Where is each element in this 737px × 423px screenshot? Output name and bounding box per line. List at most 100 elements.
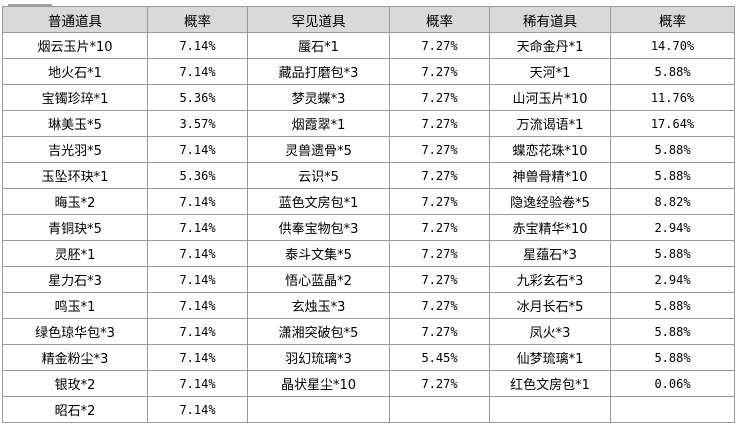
uncommon-item-cell: 潇湘突破包*5	[247, 318, 390, 345]
item-probability-table: 普通道具 概率 罕见道具 概率 稀有道具 概率 烟云玉片*10 7.14% 蜃石*1…	[2, 6, 735, 423]
table-row: 地火石*1 7.14% 藏品打磨包*3 7.27% 天河*1 5.88%	[2, 58, 735, 85]
rare-item-cell: 仙梦琉璃*1	[489, 344, 611, 371]
common-probability-cell: 7.14%	[147, 396, 248, 423]
table-row: 精金粉尘*3 7.14% 羽幻琉璃*3 5.45% 仙梦琉璃*1 5.88%	[2, 344, 735, 371]
uncommon-probability-cell: 7.27%	[389, 214, 490, 241]
common-probability-cell: 7.14%	[147, 318, 248, 345]
header-uncommon-items: 罕见道具	[247, 6, 390, 33]
common-item-cell: 吉光羽*5	[2, 136, 148, 163]
common-item-cell: 星力石*3	[2, 266, 148, 293]
rare-item-cell: 神兽骨精*10	[489, 162, 611, 189]
header-rare-items: 稀有道具	[489, 6, 611, 33]
uncommon-probability-cell: 7.27%	[389, 136, 490, 163]
table-row: 晦玉*2 7.14% 蓝色文房包*1 7.27% 隐逸经验卷*5 8.82%	[2, 188, 735, 215]
uncommon-probability-cell: 7.27%	[389, 110, 490, 137]
common-probability-cell: 7.14%	[147, 370, 248, 397]
common-probability-cell: 3.57%	[147, 110, 248, 137]
common-item-cell: 昭石*2	[2, 396, 148, 423]
common-probability-cell: 7.14%	[147, 292, 248, 319]
uncommon-item-cell: 玄烛玉*3	[247, 292, 390, 319]
table-row: 烟云玉片*10 7.14% 蜃石*1 7.27% 天命金丹*1 14.70%	[2, 32, 735, 59]
rare-probability-cell: 5.88%	[610, 136, 735, 163]
rare-probability-cell: 5.88%	[610, 318, 735, 345]
common-probability-cell: 7.14%	[147, 240, 248, 267]
uncommon-probability-cell: 7.27%	[389, 318, 490, 345]
common-item-cell: 琳美玉*5	[2, 110, 148, 137]
uncommon-probability-cell: 5.45%	[389, 344, 490, 371]
table-row: 玉坠环玦*1 5.36% 云识*5 7.27% 神兽骨精*10 5.88%	[2, 162, 735, 189]
uncommon-item-cell: 云识*5	[247, 162, 390, 189]
header-rare-probability: 概率	[610, 6, 735, 33]
rare-probability-cell: 5.88%	[610, 58, 735, 85]
uncommon-item-cell: 蜃石*1	[247, 32, 390, 59]
common-item-cell: 宝镯珍琗*1	[2, 84, 148, 111]
rare-item-cell: 万流谒语*1	[489, 110, 611, 137]
uncommon-item-cell: 烟霞翠*1	[247, 110, 390, 137]
header-common-items: 普通道具	[2, 6, 148, 33]
table-row: 昭石*2 7.14%	[2, 396, 735, 423]
rare-item-cell: 九彩玄石*3	[489, 266, 611, 293]
rare-probability-cell: 5.88%	[610, 240, 735, 267]
rare-item-cell: 冰月长石*5	[489, 292, 611, 319]
common-probability-cell: 7.14%	[147, 214, 248, 241]
common-probability-cell: 7.14%	[147, 344, 248, 371]
common-item-cell: 银玫*2	[2, 370, 148, 397]
rare-probability-cell: 5.88%	[610, 344, 735, 371]
uncommon-probability-cell: 7.27%	[389, 370, 490, 397]
rare-probability-cell: 11.76%	[610, 84, 735, 111]
uncommon-item-cell: 灵兽遗骨*5	[247, 136, 390, 163]
common-item-cell: 鸣玉*1	[2, 292, 148, 319]
header-common-probability: 概率	[147, 6, 248, 33]
rare-item-cell: 红色文房包*1	[489, 370, 611, 397]
table-row: 星力石*3 7.14% 悟心蓝晶*2 7.27% 九彩玄石*3 2.94%	[2, 266, 735, 293]
common-item-cell: 地火石*1	[2, 58, 148, 85]
header-uncommon-probability: 概率	[389, 6, 490, 33]
uncommon-item-cell: 晶状星尘*10	[247, 370, 390, 397]
common-probability-cell: 7.14%	[147, 58, 248, 85]
common-probability-cell: 7.14%	[147, 266, 248, 293]
rare-probability-cell: 17.64%	[610, 110, 735, 137]
common-item-cell: 绿色琼华包*3	[2, 318, 148, 345]
uncommon-item-cell: 悟心蓝晶*2	[247, 266, 390, 293]
table-row: 琳美玉*5 3.57% 烟霞翠*1 7.27% 万流谒语*1 17.64%	[2, 110, 735, 137]
rare-item-cell: 星蕴石*3	[489, 240, 611, 267]
table-row: 青铜玦*5 7.14% 供奉宝物包*3 7.27% 赤宝精华*10 2.94%	[2, 214, 735, 241]
rare-item-cell: 天河*1	[489, 58, 611, 85]
rare-probability-cell: 14.70%	[610, 32, 735, 59]
common-item-cell: 晦玉*2	[2, 188, 148, 215]
table-row: 绿色琼华包*3 7.14% 潇湘突破包*5 7.27% 凤火*3 5.88%	[2, 318, 735, 345]
table-row: 鸣玉*1 7.14% 玄烛玉*3 7.27% 冰月长石*5 5.88%	[2, 292, 735, 319]
cropped-heading-fragment	[0, 0, 737, 6]
uncommon-probability-cell: 7.27%	[389, 188, 490, 215]
rare-probability-cell: 5.88%	[610, 162, 735, 189]
uncommon-item-cell: 供奉宝物包*3	[247, 214, 390, 241]
rare-item-cell: 天命金丹*1	[489, 32, 611, 59]
uncommon-probability-cell: 7.27%	[389, 32, 490, 59]
rare-probability-cell: 8.82%	[610, 188, 735, 215]
common-probability-cell: 5.36%	[147, 84, 248, 111]
rare-probability-cell: 2.94%	[610, 214, 735, 241]
uncommon-item-cell	[247, 396, 390, 423]
uncommon-item-cell: 泰斗文集*5	[247, 240, 390, 267]
rare-probability-cell	[610, 396, 735, 423]
common-item-cell: 灵胚*1	[2, 240, 148, 267]
table-row: 灵胚*1 7.14% 泰斗文集*5 7.27% 星蕴石*3 5.88%	[2, 240, 735, 267]
rare-probability-cell: 5.88%	[610, 292, 735, 319]
uncommon-probability-cell: 7.27%	[389, 162, 490, 189]
uncommon-probability-cell	[389, 396, 490, 423]
table-row: 银玫*2 7.14% 晶状星尘*10 7.27% 红色文房包*1 0.06%	[2, 370, 735, 397]
uncommon-item-cell: 蓝色文房包*1	[247, 188, 390, 215]
uncommon-item-cell: 羽幻琉璃*3	[247, 344, 390, 371]
common-probability-cell: 5.36%	[147, 162, 248, 189]
rare-item-cell	[489, 396, 611, 423]
uncommon-probability-cell: 7.27%	[389, 266, 490, 293]
rare-probability-cell: 0.06%	[610, 370, 735, 397]
common-item-cell: 精金粉尘*3	[2, 344, 148, 371]
rare-probability-cell: 2.94%	[610, 266, 735, 293]
header-row: 普通道具 概率 罕见道具 概率 稀有道具 概率	[2, 6, 735, 33]
uncommon-probability-cell: 7.27%	[389, 84, 490, 111]
common-item-cell: 玉坠环玦*1	[2, 162, 148, 189]
uncommon-probability-cell: 7.27%	[389, 240, 490, 267]
heading-fragment-line	[8, 0, 52, 6]
rare-item-cell: 蝶恋花珠*10	[489, 136, 611, 163]
